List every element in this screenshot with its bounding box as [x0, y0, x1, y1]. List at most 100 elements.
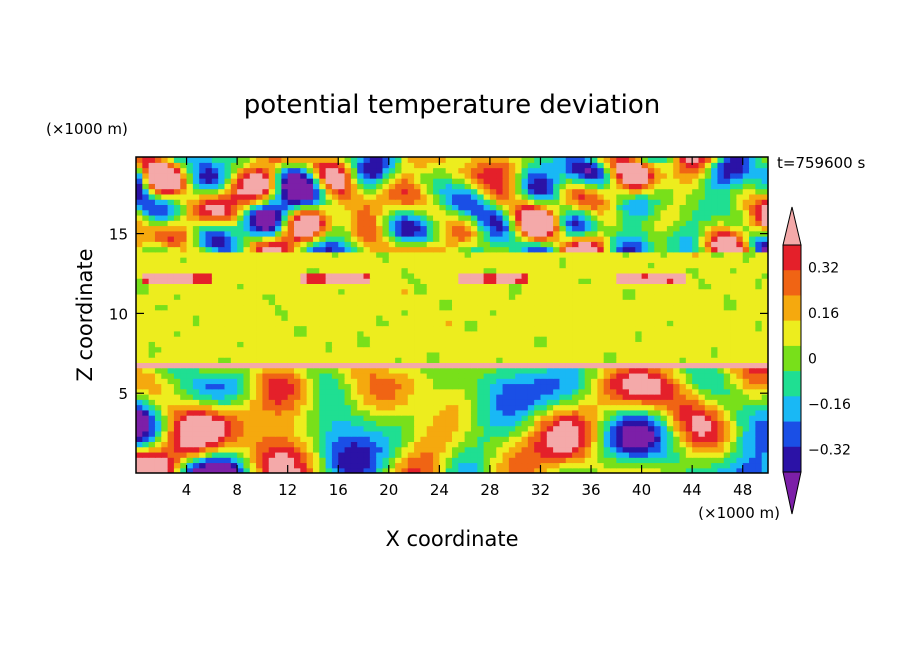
heatmap-cell: [300, 357, 308, 363]
heatmap-cell: [395, 267, 403, 274]
heatmap-cell: [180, 225, 188, 232]
heatmap-cell: [369, 304, 377, 311]
heatmap-cell: [704, 404, 712, 411]
heatmap-cell: [597, 409, 605, 416]
heatmap-cell: [660, 209, 668, 216]
heatmap-cell: [331, 430, 339, 437]
heatmap-cell: [761, 257, 768, 263]
heatmap-cell: [211, 362, 219, 369]
heatmap-cell: [445, 330, 453, 337]
heatmap-cell: [237, 230, 245, 237]
heatmap-cell: [363, 425, 371, 432]
heatmap-cell: [287, 220, 295, 227]
heatmap-cell: [148, 388, 156, 395]
heatmap-cell: [414, 246, 421, 253]
heatmap-cell: [445, 467, 453, 473]
heatmap-cell: [376, 288, 384, 295]
heatmap-cell: [730, 420, 737, 427]
heatmap-cell: [559, 257, 567, 263]
heatmap-cell: [685, 467, 693, 473]
heatmap-cell: [167, 441, 175, 448]
heatmap-cell: [224, 257, 232, 263]
heatmap-cell: [749, 378, 756, 385]
heatmap-cell: [496, 462, 504, 469]
heatmap-cell: [148, 394, 156, 400]
heatmap-cell: [534, 336, 542, 342]
heatmap-cell: [458, 415, 466, 421]
heatmap-cell: [749, 367, 756, 374]
heatmap-cell: [717, 367, 725, 374]
heatmap-cell: [180, 415, 188, 421]
heatmap-cell: [294, 320, 301, 327]
heatmap-cell: [628, 372, 636, 379]
heatmap-cell: [723, 262, 731, 269]
heatmap-cell: [470, 309, 478, 316]
heatmap-cell: [331, 425, 339, 432]
heatmap-cell: [426, 257, 434, 263]
heatmap-cell: [698, 341, 706, 348]
heatmap-cell: [711, 446, 719, 453]
heatmap-cell: [565, 299, 573, 306]
heatmap-cell: [268, 315, 276, 321]
heatmap-cell: [180, 357, 188, 363]
heatmap-cell: [578, 367, 586, 374]
heatmap-cell: [521, 241, 529, 248]
heatmap-cell: [300, 304, 308, 311]
heatmap-cell: [167, 467, 175, 473]
heatmap-cell: [470, 330, 478, 337]
heatmap-cell: [692, 293, 700, 300]
heatmap-cell: [376, 357, 384, 363]
heatmap-cell: [148, 425, 156, 432]
heatmap-cell: [224, 299, 232, 306]
heatmap-cell: [458, 357, 466, 363]
heatmap-cell: [622, 320, 630, 327]
heatmap-cell: [192, 336, 200, 342]
heatmap-cell: [230, 304, 238, 311]
heatmap-cell: [502, 251, 510, 258]
heatmap-cell: [666, 404, 674, 411]
heatmap-cell: [477, 246, 485, 253]
heatmap-cell: [344, 467, 352, 473]
heatmap-cell: [610, 388, 617, 395]
heatmap-cell: [692, 315, 700, 321]
heatmap-cell: [338, 399, 346, 406]
heatmap-cell: [180, 404, 188, 411]
heatmap-cell: [673, 246, 681, 253]
heatmap-cell: [470, 336, 478, 342]
heatmap-cell: [136, 304, 143, 311]
heatmap-cell: [154, 241, 162, 248]
heatmap-cell: [186, 267, 194, 274]
heatmap-cell: [350, 320, 358, 327]
heatmap-cell: [603, 299, 611, 306]
heatmap-cell: [306, 404, 314, 411]
heatmap-cell: [338, 362, 346, 369]
heatmap-cell: [344, 341, 352, 348]
heatmap-cell: [591, 367, 598, 374]
heatmap-cell: [597, 441, 605, 448]
heatmap-cell: [452, 225, 459, 232]
heatmap-cell: [470, 257, 478, 263]
heatmap-cell: [452, 341, 459, 348]
heatmap-cell: [376, 394, 384, 400]
heatmap-cell: [344, 462, 352, 469]
heatmap-cell: [357, 388, 365, 395]
heatmap-cell: [186, 399, 194, 406]
heatmap-cell: [496, 267, 504, 274]
heatmap-cell: [249, 346, 257, 353]
heatmap-cell: [603, 267, 611, 274]
heatmap-cell: [344, 399, 352, 406]
heatmap-cell: [218, 441, 226, 448]
heatmap-cell: [622, 304, 630, 311]
heatmap-cell: [325, 409, 333, 416]
heatmap-cell: [287, 309, 295, 316]
heatmap-cell: [344, 372, 352, 379]
heatmap-cell: [742, 399, 750, 406]
heatmap-cell: [527, 457, 535, 464]
heatmap-cell: [439, 446, 447, 453]
heatmap-cell: [464, 467, 472, 473]
heatmap-cell: [464, 304, 472, 311]
heatmap-cell: [679, 462, 687, 469]
heatmap-cell: [666, 378, 674, 385]
heatmap-cell: [641, 299, 649, 306]
heatmap-cell: [414, 425, 421, 432]
